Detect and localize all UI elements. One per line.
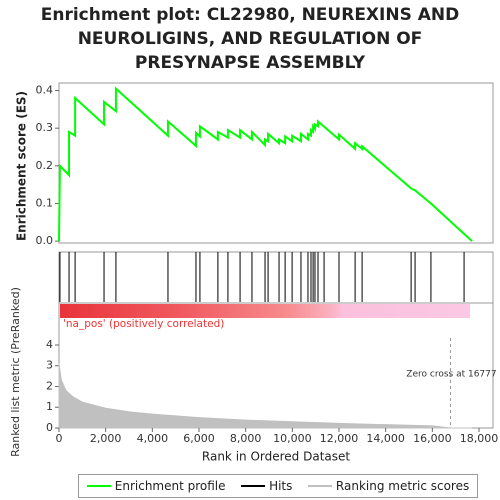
y-tick-label: 2 [46, 379, 53, 392]
x-tick-label: 10,000 [273, 432, 312, 445]
y-axis-title: Enrichment score (ES) [15, 91, 29, 241]
y-tick-label: 1 [46, 400, 53, 413]
x-tick-label: 4,000 [137, 432, 169, 445]
phenotype-label: 'na_pos' (positively correlated) [63, 318, 224, 330]
legend-swatch [241, 485, 266, 487]
y-tick-label: 0 [46, 421, 53, 434]
y-axis-title: Ranked list metric (PreRanked) [9, 287, 22, 457]
x-tick-label: 16,000 [413, 432, 452, 445]
x-tick-label: 18,000 [460, 432, 499, 445]
legend-item: Hits [241, 479, 292, 493]
y-tick-label: 4 [46, 338, 53, 351]
x-tick-label: 0 [56, 432, 63, 445]
metric-area [58, 363, 472, 429]
legend-label: Ranking metric scores [335, 479, 470, 493]
y-tick-label: 0.4 [36, 84, 54, 97]
x-tick-label: 12,000 [320, 432, 359, 445]
legend-label: Enrichment profile [114, 479, 226, 493]
x-tick-label: 8,000 [230, 432, 262, 445]
y-tick-label: 0.1 [36, 196, 54, 209]
legend-item: Ranking metric scores [307, 479, 470, 493]
y-tick-label: 0.3 [36, 121, 54, 134]
legend-label: Hits [269, 479, 293, 493]
y-tick-label: 3 [46, 359, 53, 372]
x-tick-label: 6,000 [183, 432, 215, 445]
legend-swatch [86, 485, 111, 487]
rank-color-band [60, 304, 470, 318]
legend-swatch [307, 485, 332, 487]
y-tick-label: 0.2 [36, 159, 54, 172]
legend: Enrichment profile Hits Ranking metric s… [78, 474, 478, 498]
es-panel [58, 82, 494, 244]
legend-item: Enrichment profile [86, 479, 226, 493]
x-tick-label: 2,000 [90, 432, 122, 445]
x-axis-title: Rank in Ordered Dataset [202, 450, 350, 464]
plot-area: 0.0 0.1 0.2 0.3 0.4 0 1 2 3 4 0 2,000 4,000 6,000 8,00… [36, 84, 499, 445]
enrichment-line [58, 86, 473, 242]
y-tick-label: 0.0 [36, 234, 54, 247]
x-tick-label: 14,000 [366, 432, 405, 445]
zero-cross-label: Zero cross at 16777 [406, 370, 496, 380]
hits-panel [58, 251, 494, 304]
chart-title: Enrichment plot: CL22980, NEUREXINS AND … [40, 5, 460, 73]
